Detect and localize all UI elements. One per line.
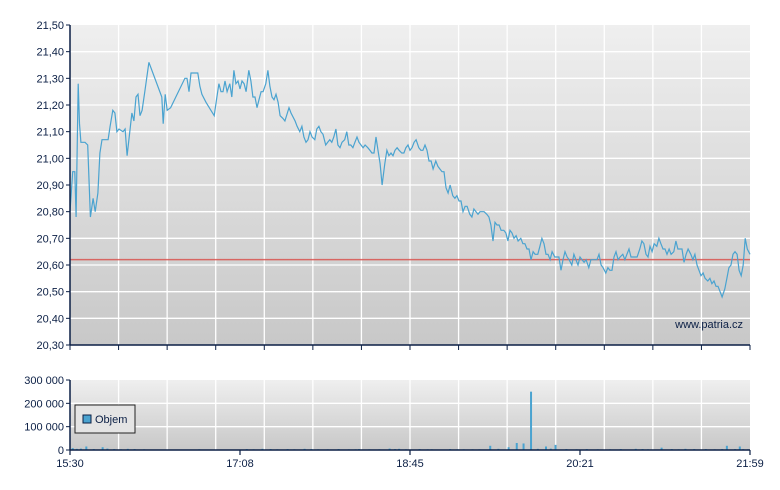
volume-y-axis: 300 000 200 000 100 000 0 [24,375,71,457]
volume-horizontal-grid [70,402,750,428]
price-panel: www.patria.cz 21,5021,4021,3021,2021,102… [36,20,751,352]
volume-y-tick-label: 0 [58,445,64,457]
price-x-ticks [69,344,751,350]
price-y-tick-label: 21,50 [36,20,64,32]
x-tick-label: 21:59 [736,458,764,470]
x-tick-label: 17:08 [226,458,254,470]
price-y-tick-label: 21,10 [36,127,64,139]
price-y-tick-label: 20,40 [36,313,64,325]
price-line [69,62,751,299]
volume-vertical-grid [117,380,703,450]
legend-label: Objem [95,414,127,426]
x-tick-label: 20:21 [566,458,594,470]
price-y-axis: 21,50 21,40 21,30 21,20 21,10 21,00 20,90 20,80… [36,20,71,352]
legend-swatch-icon [82,414,92,424]
price-y-tick-label: 20,80 [36,207,64,219]
watermark-text: www.patria.cz [674,319,743,331]
price-y-tick-label: 21,40 [36,47,64,59]
volume-x-axis: 15:30 17:08 18:45 20:21 21:59 [56,449,764,470]
volume-y-tick-label: 200 000 [24,398,64,410]
volume-y-tick-label: 300 000 [24,375,64,387]
price-y-tick-label: 20,30 [36,340,64,352]
price-y-tick-label: 20,70 [36,233,64,245]
price-horizontal-grid [70,51,750,319]
price-y-tick-label: 20,90 [36,180,64,192]
price-y-tick-label: 20,60 [36,260,64,272]
price-y-tick-label: 21,00 [36,153,64,165]
price-y-tick-label: 21,20 [36,100,64,112]
legend: Objem [74,404,136,434]
x-tick-label: 15:30 [56,458,84,470]
price-y-tick-label: 21,30 [36,73,64,85]
x-tick-label: 18:45 [396,458,424,470]
price-y-tick-label: 20,50 [36,287,64,299]
volume-y-tick-label: 100 000 [24,422,64,434]
